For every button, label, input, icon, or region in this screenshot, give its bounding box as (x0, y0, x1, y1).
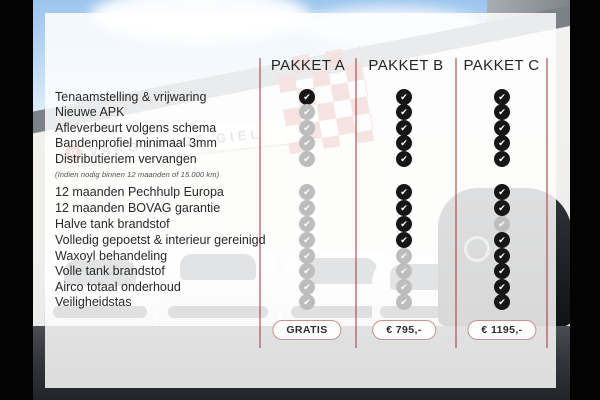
check-icon: ✔ (299, 200, 315, 216)
check-icon: ✔ (299, 135, 315, 151)
row-label: Afleverbeurt volgens schema (55, 121, 217, 135)
row-label: Distributieriem vervangen (55, 152, 197, 166)
table-row: 12 maanden Pechhulp Europa ✔ ✔ ✔ (45, 184, 556, 200)
check-icon: ✔ (299, 151, 315, 167)
column-header-pakket-c: PAKKET C (463, 56, 540, 74)
check-icon: ✔ (299, 89, 315, 105)
row-label: Bandenprofiel minimaal 3mm (55, 136, 217, 150)
check-icon: ✔ (396, 104, 412, 120)
check-icon: ✔ (494, 120, 510, 136)
table-row: Veiligheidstas ✔ ✔ ✔ (45, 294, 556, 310)
price-button-pakket-a[interactable]: GRATIS (272, 320, 342, 340)
row-label: 12 maanden Pechhulp Europa (55, 185, 224, 199)
check-icon: ✔ (494, 294, 510, 310)
check-icon: ✔ (396, 200, 412, 216)
column-divider (355, 58, 357, 348)
check-icon: ✔ (396, 120, 412, 136)
column-header-pakket-b: PAKKET B (368, 56, 444, 74)
check-icon: ✔ (494, 216, 510, 232)
check-icon: ✔ (494, 135, 510, 151)
check-icon: ✔ (396, 216, 412, 232)
table-row: Distributieriem vervangen ✔ ✔ ✔ (45, 151, 556, 167)
check-icon: ✔ (299, 279, 315, 295)
table-row: Afleverbeurt volgens schema ✔ ✔ ✔ (45, 120, 556, 136)
check-icon: ✔ (299, 104, 315, 120)
table-row: Nieuwe APK ✔ ✔ ✔ (45, 104, 556, 120)
check-icon: ✔ (299, 184, 315, 200)
check-icon: ✔ (299, 248, 315, 264)
row-label: 12 maanden BOVAG garantie (55, 201, 221, 215)
row-footnote: (Indien nodig binnen 12 maanden of 15.00… (55, 170, 220, 179)
row-label: Volledig gepoetst & interieur gereinigd (55, 233, 266, 247)
check-icon: ✔ (494, 151, 510, 167)
row-label: Nieuwe APK (55, 105, 125, 119)
check-icon: ✔ (396, 294, 412, 310)
row-label: Waxoyl behandeling (55, 249, 168, 263)
check-icon: ✔ (299, 120, 315, 136)
column-divider (546, 58, 548, 348)
table-row: Tenaamstelling & vrijwaring ✔ ✔ ✔ (45, 89, 556, 105)
check-icon: ✔ (299, 294, 315, 310)
check-icon: ✔ (494, 104, 510, 120)
check-icon: ✔ (494, 184, 510, 200)
check-icon: ✔ (396, 184, 412, 200)
table-row: Bandenprofiel minimaal 3mm ✔ ✔ ✔ (45, 135, 556, 151)
letterbox-bar-left (0, 0, 33, 400)
check-icon: ✔ (396, 232, 412, 248)
letterbox-bar-right (570, 0, 600, 400)
check-icon: ✔ (494, 89, 510, 105)
check-icon: ✔ (494, 248, 510, 264)
check-icon: ✔ (494, 263, 510, 279)
check-icon: ✔ (299, 263, 315, 279)
check-icon: ✔ (299, 216, 315, 232)
check-icon: ✔ (396, 135, 412, 151)
check-icon: ✔ (494, 232, 510, 248)
row-label: Volle tank brandstof (55, 264, 165, 278)
check-icon: ✔ (494, 200, 510, 216)
price-button-pakket-c[interactable]: € 1195,- (467, 320, 537, 340)
check-icon: ✔ (494, 279, 510, 295)
check-icon: ✔ (396, 248, 412, 264)
check-icon: ✔ (299, 232, 315, 248)
column-header-pakket-a: PAKKET A (270, 56, 346, 74)
check-icon: ✔ (396, 279, 412, 295)
column-divider (455, 58, 457, 348)
price-button-pakket-b[interactable]: € 795,- (372, 320, 436, 340)
package-comparison-panel: PAKKET A PAKKET B PAKKET C Tenaamstellin… (45, 13, 556, 388)
check-icon: ✔ (396, 89, 412, 105)
row-label: Halve tank brandstof (55, 217, 170, 231)
table-row: Volle tank brandstof ✔ ✔ ✔ (45, 263, 556, 279)
row-label: Tenaamstelling & vrijwaring (55, 90, 207, 104)
table-row: Halve tank brandstof ✔ ✔ ✔ (45, 216, 556, 232)
table-row: 12 maanden BOVAG garantie ✔ ✔ ✔ (45, 200, 556, 216)
check-icon: ✔ (396, 151, 412, 167)
column-divider (259, 58, 261, 348)
table-row: Airco totaal onderhoud ✔ ✔ ✔ (45, 279, 556, 295)
check-icon: ✔ (396, 263, 412, 279)
table-row: Volledig gepoetst & interieur gereinigd … (45, 232, 556, 248)
row-label: Airco totaal onderhoud (55, 280, 181, 294)
table-row: Waxoyl behandeling ✔ ✔ ✔ (45, 248, 556, 264)
row-label: Veiligheidstas (55, 295, 132, 309)
